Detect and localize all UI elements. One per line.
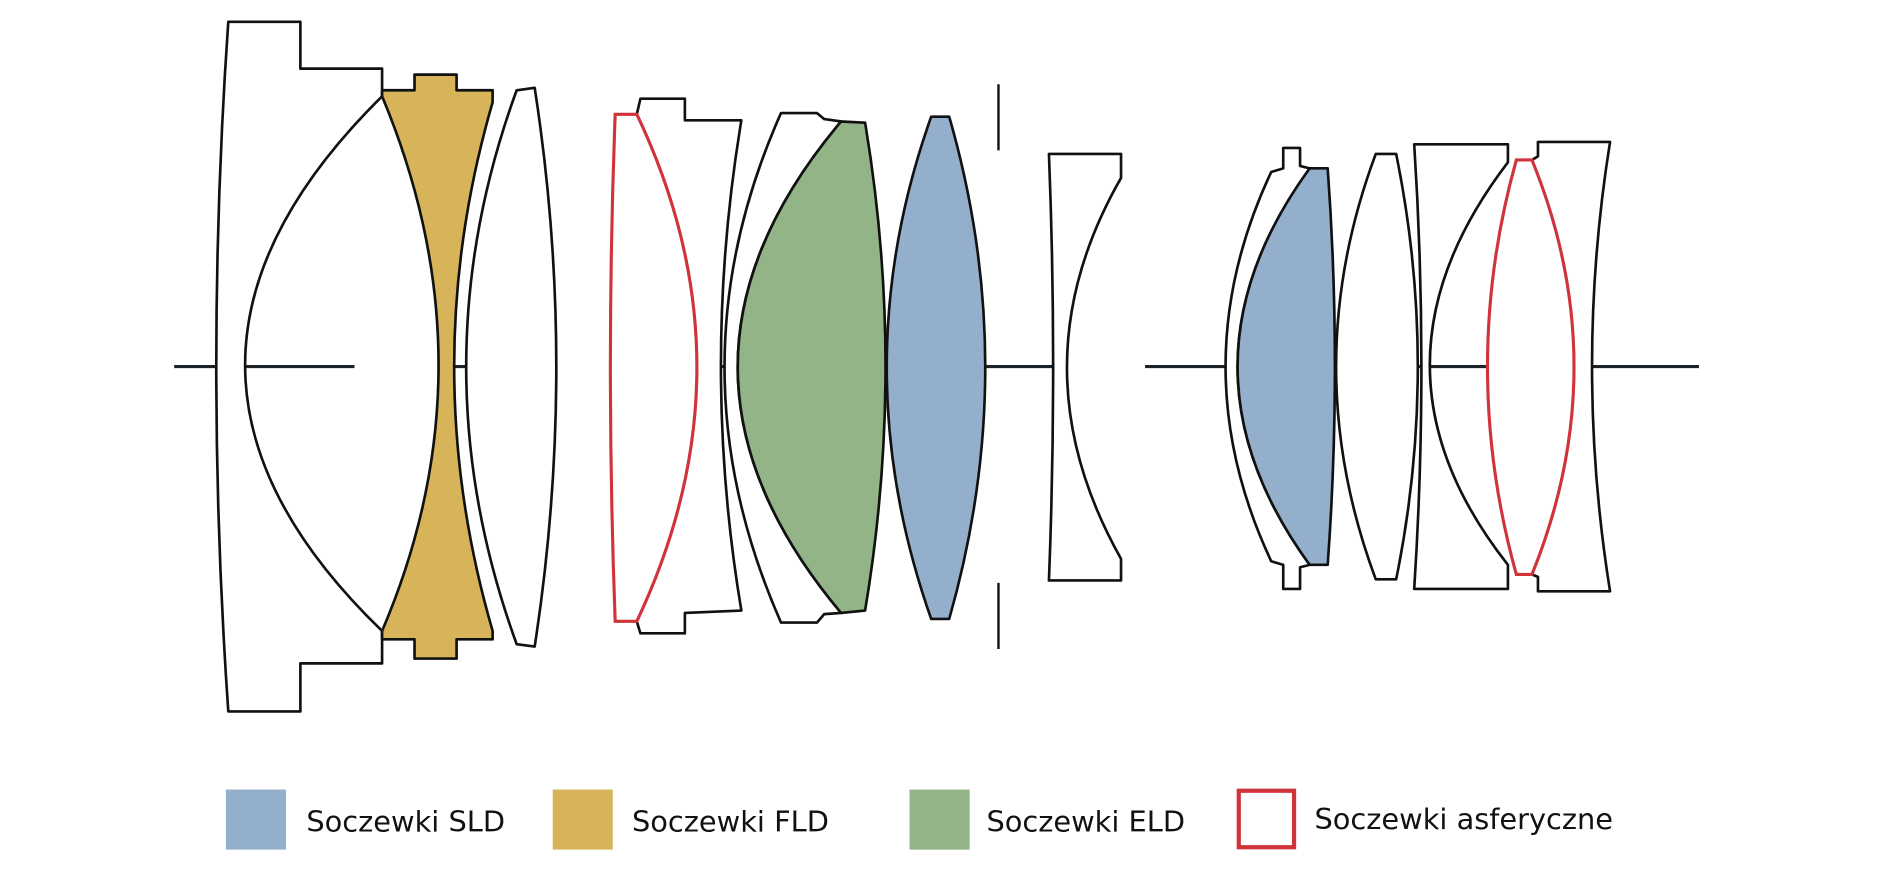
legend-swatch-sld bbox=[225, 789, 286, 850]
legend-swatch-aspherical bbox=[1236, 788, 1297, 850]
legend-label-aspherical: Soczewki asferyczne bbox=[1314, 802, 1613, 836]
lens-element-13 bbox=[1412, 143, 1510, 591]
legend: Soczewki SLD Soczewki FLD Soczewki ELD S… bbox=[225, 788, 1613, 850]
lens-element-sld-2 bbox=[1236, 167, 1337, 567]
lens-element-9 bbox=[1047, 152, 1123, 582]
lens-element-aspherical-1 bbox=[608, 112, 699, 623]
lens-element-sld-1 bbox=[885, 115, 987, 621]
legend-swatch-fld bbox=[552, 789, 613, 850]
lens-element-3 bbox=[464, 86, 558, 648]
lens-element-eld bbox=[736, 120, 887, 615]
lens-element-12 bbox=[1334, 152, 1420, 581]
legend-swatch-eld bbox=[909, 789, 970, 850]
legend-label-eld: Soczewki ELD bbox=[986, 805, 1185, 839]
lens-element-fld bbox=[380, 73, 494, 660]
lens-element-aspherical-2 bbox=[1485, 158, 1576, 577]
legend-label-sld: Soczewki SLD bbox=[306, 805, 505, 839]
legend-label-fld: Soczewki FLD bbox=[632, 805, 829, 839]
